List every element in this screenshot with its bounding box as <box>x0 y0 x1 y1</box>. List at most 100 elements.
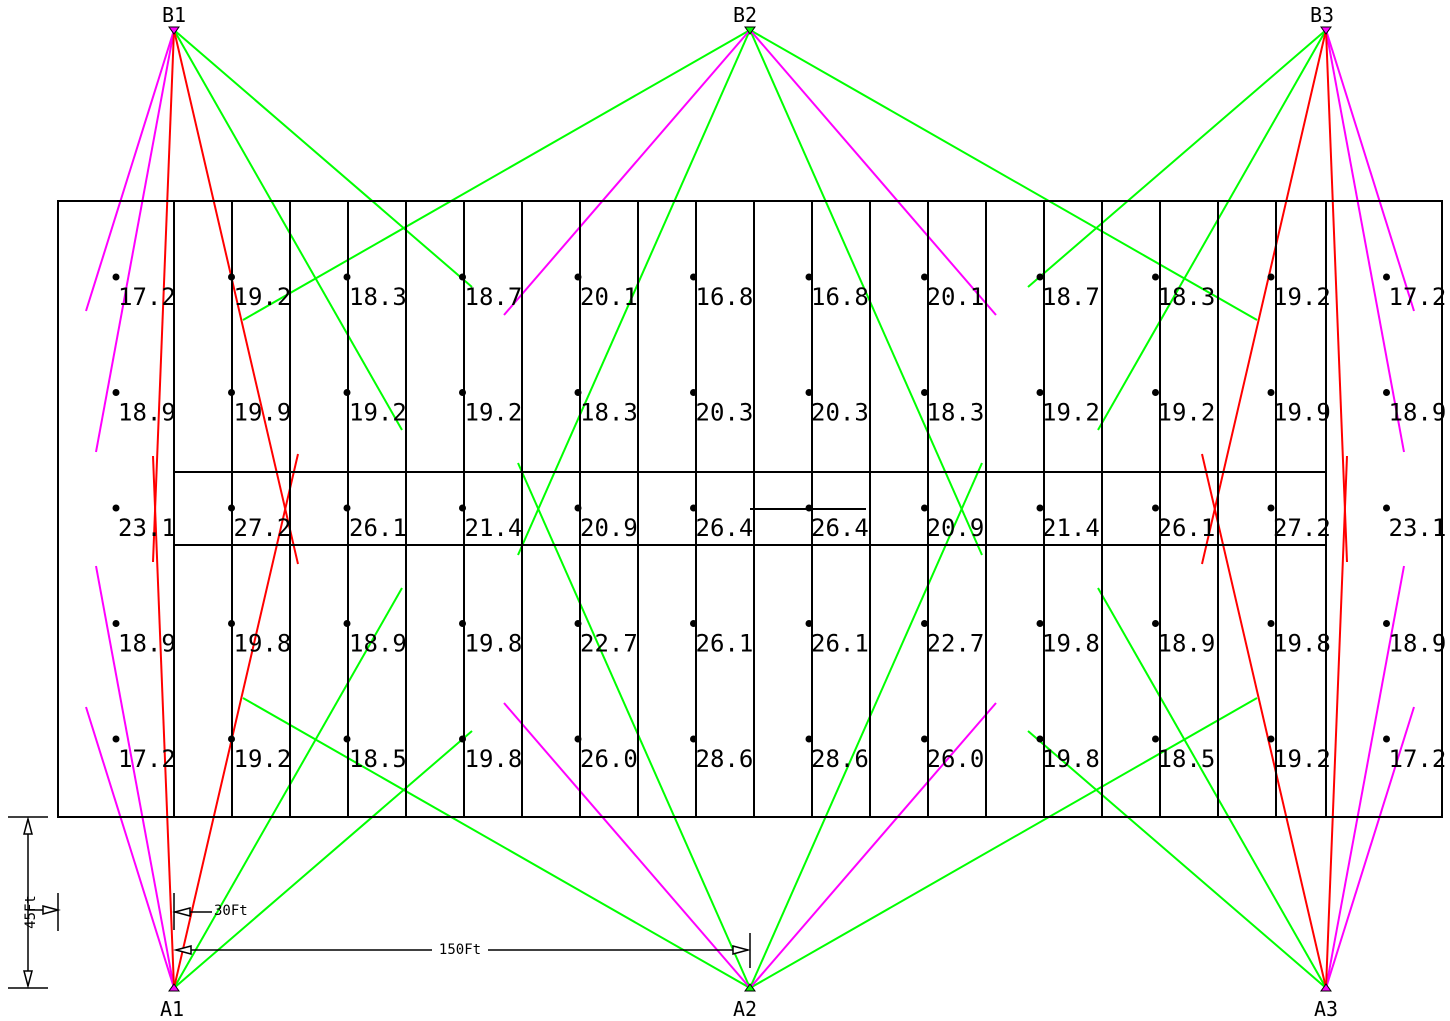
grid-point-value: 17.2 <box>118 745 176 773</box>
grid-point-dot <box>921 273 928 281</box>
grid-point-value: 18.7 <box>465 283 523 311</box>
grid-point-dot <box>1267 389 1275 396</box>
grid-point-value: 16.8 <box>696 283 754 311</box>
grid-point-value: 20.3 <box>696 399 754 427</box>
illuminance-grid: 17.2 19.2 18.3 18.7 20.1 16.8 16.8 20.1 18.7 18.3… <box>112 273 1447 773</box>
grid-point-value: 23.1 <box>118 514 176 542</box>
grid-point-value: 21.4 <box>1042 514 1100 542</box>
grid-point-dot <box>228 389 235 396</box>
grid-point-value: 19.8 <box>1042 745 1100 773</box>
grid-point-value: 26.0 <box>580 745 638 773</box>
grid-point-dot <box>459 504 466 512</box>
grid-point-value: 19.2 <box>1042 399 1100 427</box>
pole-marker-icon <box>744 983 756 992</box>
grid-point-dot <box>574 504 582 512</box>
grid-point-dot <box>1267 273 1275 281</box>
aim-line-green <box>1027 29 1327 288</box>
aim-line-magenta <box>95 565 175 989</box>
grid-point-dot <box>921 389 928 396</box>
aim-line-green <box>749 462 983 989</box>
aim-line-green <box>242 697 751 989</box>
aim-line-green <box>749 697 1258 989</box>
grid-point-dot <box>228 735 235 743</box>
grid-point-dot <box>805 620 813 627</box>
grid-point-value: 19.8 <box>234 630 292 658</box>
grid-point-value: 19.9 <box>1273 399 1331 427</box>
grid-point-dot <box>1152 504 1159 512</box>
grid-point-dot <box>574 735 582 743</box>
grid-point-value: 18.3 <box>349 283 407 311</box>
grid-point-value: 17.2 <box>118 283 176 311</box>
grid-point-dot <box>1036 504 1044 512</box>
aim-line-green <box>517 462 751 989</box>
aim-line-magenta <box>1325 706 1415 989</box>
grid-point-dot <box>574 273 582 281</box>
grid-point-value: 28.6 <box>696 745 754 773</box>
grid-point-value: 18.9 <box>118 399 176 427</box>
grid-point-dot <box>690 504 697 512</box>
grid-point-dot <box>343 504 351 512</box>
grid-point-dot <box>1152 735 1159 743</box>
poles: B1 B2 B3 A1 A2 A3 <box>160 3 1338 1021</box>
pole-b2: B2 <box>733 3 757 35</box>
aim-line-green <box>1027 730 1327 989</box>
aim-line-green <box>173 730 473 989</box>
aim-line-green <box>173 587 403 989</box>
grid-point-value: 19.2 <box>234 745 292 773</box>
grid-point-value: 18.3 <box>927 399 985 427</box>
grid-point-dot <box>228 273 235 281</box>
grid-point-value: 18.9 <box>118 630 176 658</box>
aim-line-magenta <box>503 29 751 316</box>
grid-point-dot <box>690 735 697 743</box>
grid-point-value: 17.2 <box>1389 745 1447 773</box>
grid-point-value: 20.9 <box>580 514 638 542</box>
grid-point-dot <box>1036 735 1044 743</box>
pole-label: A1 <box>160 997 184 1021</box>
arrow-right-icon <box>42 905 61 915</box>
pole-label: B2 <box>733 3 757 27</box>
aim-line-magenta <box>503 702 751 989</box>
grid-point-value: 19.8 <box>1273 630 1331 658</box>
pole-a3: A3 <box>1314 983 1338 1021</box>
aim-line-magenta <box>95 29 175 453</box>
grid-point-dot <box>1383 735 1390 743</box>
grid-point-dot <box>343 389 351 396</box>
aim-line-magenta <box>85 29 175 312</box>
aim-line-red <box>1325 455 1348 989</box>
grid-point-value: 27.2 <box>1273 514 1331 542</box>
grid-point-value: 18.9 <box>1389 399 1447 427</box>
grid-point-value: 18.5 <box>1158 745 1216 773</box>
arrow-left-icon <box>172 907 191 917</box>
grid-point-value: 26.1 <box>349 514 407 542</box>
aim-line-magenta <box>85 706 175 989</box>
aim-line-magenta <box>749 702 997 989</box>
arrow-left-icon <box>173 945 192 955</box>
field-boundary <box>57 200 1443 818</box>
pole-a1: A1 <box>160 983 184 1021</box>
pole-b1: B1 <box>162 3 186 35</box>
grid-point-value: 20.9 <box>927 514 985 542</box>
aim-line-green <box>173 29 473 288</box>
grid-point-value: 18.3 <box>1158 283 1216 311</box>
grid-point-value: 19.2 <box>349 399 407 427</box>
grid-point-dot <box>228 620 235 627</box>
grid-point-dot <box>1152 389 1159 396</box>
aim-line-magenta <box>1325 29 1405 453</box>
grid-point-value: 26.1 <box>1158 514 1216 542</box>
aim-line-magenta <box>1325 29 1415 312</box>
grid-point-dot <box>1383 389 1390 396</box>
grid-point-dot <box>921 735 928 743</box>
grid-point-value: 26.4 <box>811 514 869 542</box>
grid-point-value: 21.4 <box>465 514 523 542</box>
grid-point-value: 22.7 <box>927 630 985 658</box>
pole-label: B1 <box>162 3 186 27</box>
grid-point-dot <box>574 620 582 627</box>
pole-marker-icon <box>168 26 180 35</box>
aim-line-green <box>1097 29 1327 431</box>
grid-point-value: 16.8 <box>811 283 869 311</box>
aim-line-red <box>173 453 299 989</box>
spacing-dimension-label: 150Ft <box>439 942 481 958</box>
grid-point-dot <box>459 389 466 396</box>
grid-point-dot <box>228 504 235 512</box>
